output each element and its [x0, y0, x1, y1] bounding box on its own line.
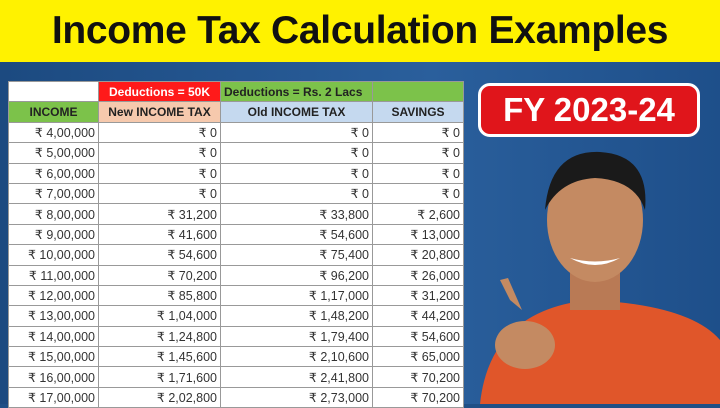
table-row: ₹ 16,00,000 ₹ 1,71,600 ₹ 2,41,800 ₹ 70,200	[8, 366, 464, 388]
income-cell: ₹ 5,00,000	[8, 142, 99, 164]
income-cell: ₹ 9,00,000	[8, 223, 99, 246]
old-tax-cell: ₹ 1,79,400	[220, 325, 373, 348]
income-cell: ₹ 4,00,000	[8, 121, 99, 144]
table-row: ₹ 12,00,000 ₹ 85,800 ₹ 1,17,000 ₹ 31,200	[8, 284, 464, 307]
header-income: INCOME	[8, 101, 99, 123]
savings-cell: ₹ 0	[372, 182, 464, 205]
savings-cell: ₹ 20,800	[372, 244, 464, 266]
old-tax-cell: ₹ 0	[220, 121, 373, 144]
table-row: ₹ 13,00,000 ₹ 1,04,000 ₹ 1,48,200 ₹ 44,200	[8, 305, 464, 327]
table-row: ₹ 7,00,000 ₹ 0 ₹ 0 ₹ 0	[8, 182, 464, 205]
tax-table: Deductions = 50K Deductions = Rs. 2 Lacs…	[8, 80, 464, 408]
column-header-row: INCOME New INCOME TAX Old INCOME TAX SAV…	[8, 101, 464, 123]
header-savings: SAVINGS	[372, 101, 464, 123]
group-header-row: Deductions = 50K Deductions = Rs. 2 Lacs	[8, 80, 464, 103]
old-tax-cell: ₹ 2,10,600	[220, 346, 373, 368]
savings-cell: ₹ 0	[372, 142, 464, 164]
new-tax-cell: ₹ 0	[98, 142, 221, 164]
old-tax-cell: ₹ 0	[220, 182, 373, 205]
fiscal-year-badge: FY 2023-24	[478, 83, 700, 137]
old-tax-cell: ₹ 0	[220, 142, 373, 164]
savings-cell: ₹ 13,000	[372, 223, 464, 246]
new-tax-cell: ₹ 85,800	[98, 284, 221, 307]
old-tax-cell: ₹ 2,73,000	[220, 386, 373, 408]
table-row: ₹ 14,00,000 ₹ 1,24,800 ₹ 1,79,400 ₹ 54,600	[8, 325, 464, 348]
savings-cell: ₹ 44,200	[372, 305, 464, 327]
new-tax-cell: ₹ 1,24,800	[98, 325, 221, 348]
table-row: ₹ 17,00,000 ₹ 2,02,800 ₹ 2,73,000 ₹ 70,200	[8, 386, 464, 408]
new-tax-cell: ₹ 0	[98, 182, 221, 205]
income-cell: ₹ 16,00,000	[8, 366, 99, 388]
table-row: ₹ 5,00,000 ₹ 0 ₹ 0 ₹ 0	[8, 142, 464, 164]
new-tax-cell: ₹ 0	[98, 162, 221, 184]
table-row: ₹ 11,00,000 ₹ 70,200 ₹ 96,200 ₹ 26,000	[8, 264, 464, 286]
old-tax-cell: ₹ 0	[220, 162, 373, 184]
table-row: ₹ 6,00,000 ₹ 0 ₹ 0 ₹ 0	[8, 162, 464, 184]
new-regime-deductions: Deductions = 50K	[98, 80, 221, 103]
old-tax-cell: ₹ 1,17,000	[220, 284, 373, 307]
header-new-tax: New INCOME TAX	[98, 101, 221, 123]
savings-cell: ₹ 31,200	[372, 284, 464, 307]
old-tax-cell: ₹ 96,200	[220, 264, 373, 286]
savings-cell: ₹ 26,000	[372, 264, 464, 286]
savings-cell: ₹ 70,200	[372, 386, 464, 408]
income-cell: ₹ 10,00,000	[8, 244, 99, 266]
header-old-tax: Old INCOME TAX	[220, 101, 373, 123]
old-tax-cell: ₹ 1,48,200	[220, 305, 373, 327]
savings-cell: ₹ 70,200	[372, 366, 464, 388]
income-cell: ₹ 12,00,000	[8, 284, 99, 307]
new-tax-cell: ₹ 54,600	[98, 244, 221, 266]
savings-cell: ₹ 0	[372, 121, 464, 144]
table-row: ₹ 8,00,000 ₹ 31,200 ₹ 33,800 ₹ 2,600	[8, 203, 464, 225]
savings-cell: ₹ 54,600	[372, 325, 464, 348]
table-row: ₹ 4,00,000 ₹ 0 ₹ 0 ₹ 0	[8, 121, 464, 144]
table-row: ₹ 9,00,000 ₹ 41,600 ₹ 54,600 ₹ 13,000	[8, 223, 464, 246]
old-tax-cell: ₹ 33,800	[220, 203, 373, 225]
old-tax-cell: ₹ 54,600	[220, 223, 373, 246]
savings-cell: ₹ 0	[372, 162, 464, 184]
new-tax-cell: ₹ 41,600	[98, 223, 221, 246]
new-tax-cell: ₹ 1,45,600	[98, 346, 221, 368]
income-cell: ₹ 13,00,000	[8, 305, 99, 327]
savings-cell: ₹ 65,000	[372, 346, 464, 368]
income-cell: ₹ 7,00,000	[8, 182, 99, 205]
table-row: ₹ 10,00,000 ₹ 54,600 ₹ 75,400 ₹ 20,800	[8, 244, 464, 266]
income-cell: ₹ 17,00,000	[8, 386, 99, 408]
new-tax-cell: ₹ 70,200	[98, 264, 221, 286]
income-cell: ₹ 11,00,000	[8, 264, 99, 286]
new-tax-cell: ₹ 2,02,800	[98, 386, 221, 408]
new-tax-cell: ₹ 0	[98, 121, 221, 144]
income-cell: ₹ 14,00,000	[8, 325, 99, 348]
income-cell: ₹ 8,00,000	[8, 203, 99, 225]
table-row: ₹ 15,00,000 ₹ 1,45,600 ₹ 2,10,600 ₹ 65,000	[8, 346, 464, 368]
old-regime-deductions: Deductions = Rs. 2 Lacs	[220, 80, 373, 103]
savings-cell: ₹ 2,600	[372, 203, 464, 225]
income-cell: ₹ 6,00,000	[8, 162, 99, 184]
presenter-photo	[480, 151, 720, 404]
new-tax-cell: ₹ 31,200	[98, 203, 221, 225]
new-tax-cell: ₹ 1,04,000	[98, 305, 221, 327]
thumbnail-title: Income Tax Calculation Examples	[0, 0, 720, 62]
old-tax-cell: ₹ 2,41,800	[220, 366, 373, 388]
old-tax-cell: ₹ 75,400	[220, 244, 373, 266]
income-cell: ₹ 15,00,000	[8, 346, 99, 368]
new-tax-cell: ₹ 1,71,600	[98, 366, 221, 388]
